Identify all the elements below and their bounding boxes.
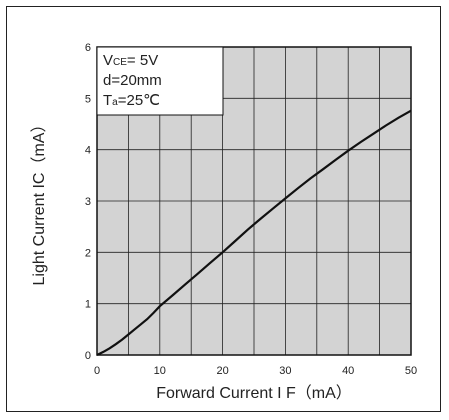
x-tick-labels: 0 10 20 30 40 50 [94, 365, 417, 377]
x-tick-label: 20 [216, 365, 228, 377]
annotation-box: VCE= 5V d=20mm Ta=25℃ [96, 46, 224, 116]
y-tick-label: 0 [85, 350, 91, 362]
annotation-distance: d=20mm [103, 72, 162, 89]
x-tick-label: 50 [405, 365, 417, 377]
x-tick-label: 10 [154, 365, 166, 377]
annotation-background [96, 46, 224, 116]
annotation-vce: VCE= 5V [103, 52, 158, 69]
y-axis-label: Light Current IC（mA） [30, 117, 48, 286]
y-tick-label: 4 [85, 145, 91, 157]
plot-border [96, 46, 412, 356]
y-tick-label: 6 [85, 42, 91, 54]
x-tick-label: 30 [279, 365, 291, 377]
y-tick-label: 5 [85, 93, 91, 105]
series-line [96, 109, 412, 356]
y-tick-label: 1 [85, 299, 91, 311]
x-tick-label: 40 [342, 365, 354, 377]
annotation-temperature: Ta=25℃ [103, 92, 160, 109]
x-tick-label: 0 [94, 365, 100, 377]
x-axis-label: Forward Current I F（mA） [156, 384, 352, 402]
y-tick-label: 2 [85, 247, 91, 259]
y-tick-label: 3 [85, 196, 91, 208]
y-tick-labels: 0 1 2 3 4 5 6 [85, 42, 91, 362]
